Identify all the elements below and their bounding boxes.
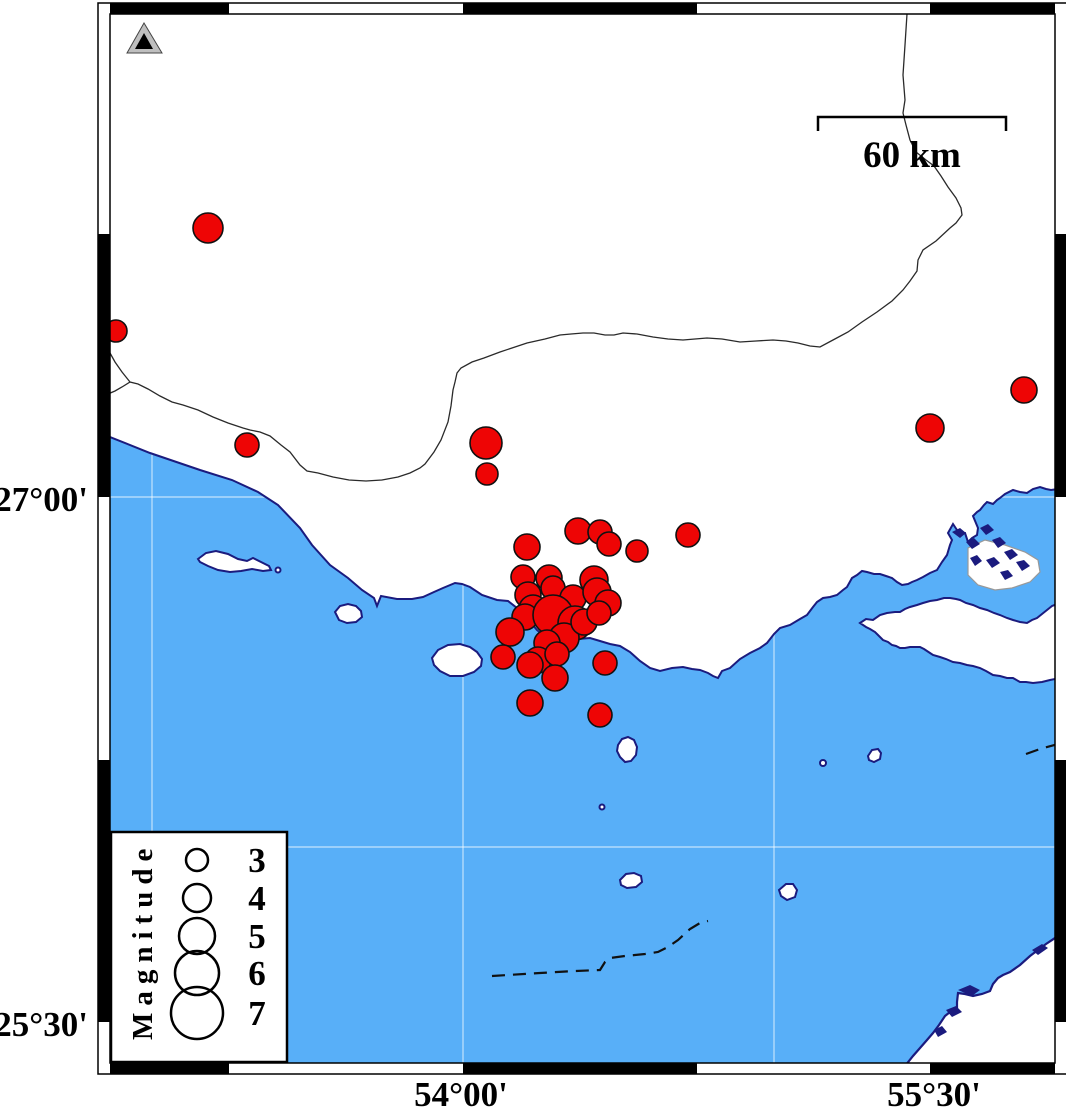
earthquake-marker	[675, 522, 701, 548]
maritime-boundary-dashed	[491, 743, 1055, 978]
earthquake-marker	[1010, 376, 1038, 404]
earthquake-marker	[192, 212, 224, 244]
earthquake-marker	[592, 650, 618, 676]
earthquake-marker	[475, 462, 499, 486]
corner-coastline	[905, 936, 1055, 1063]
frame-black-segments	[98, 3, 1066, 1074]
islet	[274, 566, 282, 574]
legend-magnitude-value: 5	[248, 917, 266, 956]
scale-bar-label: 60 km	[863, 135, 961, 176]
earthquake-marker	[564, 517, 592, 545]
legend-size-circle	[173, 949, 221, 997]
map-frame	[97, 2, 1066, 1075]
legend-magnitude-value: 7	[248, 994, 266, 1033]
legend-magnitude-value: 6	[248, 954, 266, 993]
station-triangle-icon	[126, 22, 163, 54]
earthquake-marker	[516, 689, 544, 717]
earthquake-marker	[915, 413, 945, 443]
large-island	[858, 597, 1055, 685]
corner-lagoon-detail	[934, 944, 1048, 1037]
legend-size-circle	[181, 882, 213, 914]
earthquake-marker	[469, 426, 503, 460]
earthquake-marker	[516, 651, 544, 679]
earthquake-markers	[110, 212, 1038, 728]
legend-magnitude-value: 3	[248, 841, 266, 880]
legend-size-circle	[169, 985, 225, 1041]
sea-area	[110, 437, 1055, 1063]
mangrove-detail	[952, 524, 1041, 591]
island	[777, 883, 799, 902]
legend-title: Magnitude	[127, 842, 159, 1040]
legend-magnitude-value: 4	[248, 879, 266, 918]
road-lines	[110, 14, 963, 482]
earthquake-marker	[586, 600, 612, 626]
small-islands	[196, 549, 883, 902]
axis-annotations: 27°00' 25°30' 54°00' 55°30'	[0, 480, 981, 1114]
island	[618, 871, 644, 890]
island	[430, 642, 484, 677]
earthquake-marker	[587, 702, 613, 728]
earthquake-marker	[110, 319, 128, 343]
scale-bar: 60 km	[816, 115, 1008, 176]
earthquake-marker	[544, 641, 570, 667]
lon-label-54: 54°00'	[414, 1075, 508, 1114]
lat-label-27: 27°00'	[0, 480, 88, 519]
earthquake-marker	[490, 644, 516, 670]
lat-label-2530: 25°30'	[0, 1005, 88, 1044]
legend-size-circle	[184, 847, 210, 873]
mainland-coastline	[110, 436, 1055, 680]
island	[866, 747, 883, 764]
islet	[598, 803, 606, 811]
lon-label-5530: 55°30'	[887, 1075, 981, 1114]
earthquake-marker	[234, 432, 260, 458]
earthquake-marker	[541, 664, 569, 692]
earthquake-marker	[513, 533, 541, 561]
earthquake-marker	[596, 531, 622, 557]
earthquake-marker	[625, 539, 649, 563]
island	[333, 602, 364, 625]
island	[615, 735, 639, 764]
legend-size-circle	[177, 916, 217, 956]
islet	[819, 759, 827, 767]
island	[196, 549, 273, 574]
earthquake-marker	[495, 617, 525, 647]
